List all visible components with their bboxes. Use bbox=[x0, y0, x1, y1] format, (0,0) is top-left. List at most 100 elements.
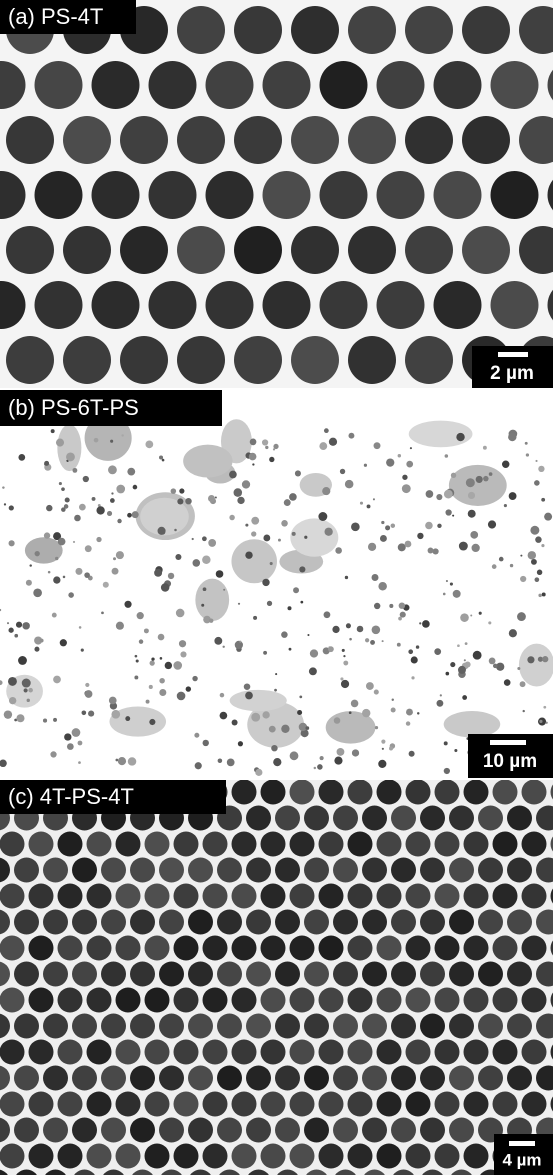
pore bbox=[63, 226, 111, 274]
pore bbox=[232, 1040, 257, 1065]
pore bbox=[33, 588, 42, 597]
pore bbox=[329, 438, 337, 446]
pore bbox=[377, 884, 402, 909]
pore bbox=[245, 551, 252, 558]
pore bbox=[377, 1040, 402, 1065]
pore bbox=[232, 719, 238, 725]
pore bbox=[435, 936, 460, 961]
pore bbox=[223, 646, 225, 648]
pore bbox=[109, 697, 117, 705]
pore bbox=[406, 709, 413, 716]
pore bbox=[263, 535, 270, 542]
pore bbox=[125, 716, 130, 721]
pore bbox=[261, 1092, 286, 1117]
pore bbox=[72, 910, 97, 935]
pore bbox=[132, 511, 139, 518]
pore bbox=[449, 1066, 474, 1091]
pore bbox=[208, 495, 215, 502]
pore bbox=[380, 535, 387, 542]
pore bbox=[43, 719, 47, 723]
pore bbox=[145, 988, 170, 1013]
pore bbox=[420, 1014, 445, 1039]
pore bbox=[53, 576, 60, 583]
pore bbox=[370, 640, 375, 645]
pore bbox=[319, 780, 344, 805]
pore bbox=[270, 562, 273, 565]
pore bbox=[522, 780, 547, 805]
pore bbox=[333, 806, 358, 831]
pore bbox=[493, 936, 518, 961]
pore bbox=[546, 722, 548, 724]
pore bbox=[40, 639, 44, 643]
pore bbox=[483, 446, 487, 450]
pore bbox=[351, 700, 359, 708]
pore bbox=[520, 681, 526, 687]
pore bbox=[435, 1092, 460, 1117]
pore bbox=[4, 710, 12, 718]
pore bbox=[522, 884, 547, 909]
pore bbox=[333, 1066, 358, 1091]
pore bbox=[340, 469, 345, 474]
pore bbox=[507, 910, 532, 935]
pore bbox=[63, 116, 111, 164]
pore bbox=[227, 758, 235, 766]
pore bbox=[16, 622, 22, 628]
pore bbox=[493, 664, 498, 669]
pore bbox=[435, 1040, 460, 1065]
panel-a: (a) PS-4T 2 µm bbox=[0, 0, 553, 388]
pore bbox=[398, 543, 406, 551]
pore bbox=[188, 1118, 213, 1143]
pore bbox=[174, 1144, 199, 1169]
pore bbox=[116, 936, 141, 961]
pore bbox=[473, 651, 482, 660]
pore bbox=[252, 463, 254, 465]
pore bbox=[238, 603, 240, 605]
pore bbox=[522, 1040, 547, 1065]
pore bbox=[64, 733, 71, 740]
pore bbox=[101, 1066, 126, 1091]
pore bbox=[402, 484, 411, 493]
pore bbox=[444, 490, 453, 499]
pore bbox=[203, 1092, 228, 1117]
pore bbox=[420, 806, 445, 831]
pore bbox=[229, 471, 237, 479]
pore bbox=[35, 61, 83, 109]
pore bbox=[405, 226, 453, 274]
pore bbox=[328, 646, 334, 652]
pore bbox=[230, 690, 287, 711]
pore bbox=[406, 1144, 431, 1169]
pore bbox=[124, 601, 131, 608]
pore bbox=[120, 116, 168, 164]
pore bbox=[261, 1144, 286, 1169]
scale-label: 2 µm bbox=[490, 363, 534, 384]
pore bbox=[58, 884, 83, 909]
pore bbox=[232, 780, 257, 805]
pore bbox=[14, 1118, 39, 1143]
pore bbox=[334, 717, 341, 724]
pore bbox=[203, 832, 228, 857]
pore bbox=[92, 171, 140, 219]
pore bbox=[50, 751, 56, 757]
pore bbox=[408, 649, 413, 654]
pore bbox=[459, 542, 468, 551]
pore bbox=[246, 1066, 271, 1091]
pore bbox=[185, 498, 191, 504]
pore bbox=[391, 910, 416, 935]
pore bbox=[434, 281, 482, 329]
pore bbox=[522, 936, 547, 961]
pore bbox=[389, 747, 393, 751]
pore bbox=[445, 454, 449, 458]
pore bbox=[87, 988, 112, 1013]
pore bbox=[520, 576, 526, 582]
pore bbox=[460, 613, 469, 622]
pore bbox=[304, 1014, 329, 1039]
pore bbox=[232, 936, 257, 961]
pore bbox=[87, 884, 112, 909]
pore bbox=[466, 478, 475, 487]
pore bbox=[120, 336, 168, 384]
pore bbox=[449, 910, 474, 935]
pore bbox=[406, 780, 431, 805]
pore bbox=[171, 488, 177, 494]
pore bbox=[263, 171, 311, 219]
pore bbox=[436, 700, 443, 707]
